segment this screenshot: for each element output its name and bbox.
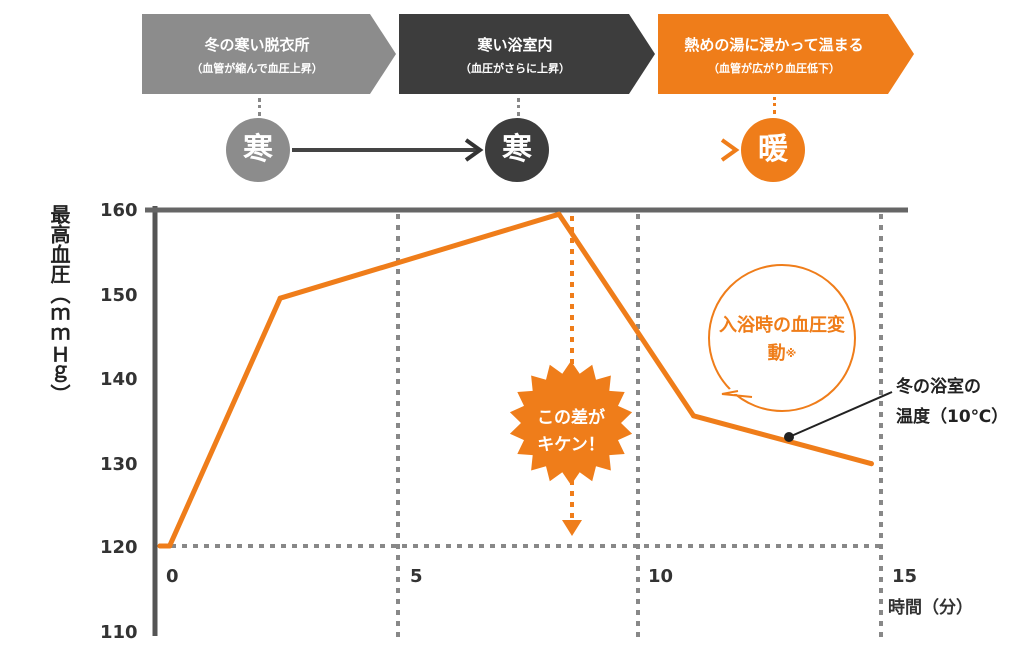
step-3-subtitle: （血管が広がり血圧低下） — [708, 62, 840, 75]
y-tick-130: 130 — [100, 454, 138, 475]
state-warm: 暖 — [741, 118, 805, 182]
point-label-line-1: 冬の浴室の — [896, 377, 981, 397]
connector-1 — [258, 98, 261, 116]
data-point-0 — [157, 543, 163, 549]
bubble-text: 入浴時の血圧変動※ — [712, 312, 852, 368]
x-axis-label: 時間（分） — [888, 598, 973, 618]
state-cold-1: 寒 — [226, 118, 290, 182]
x-tick-10: 10 — [648, 566, 674, 587]
arrow-cold-to-cold — [292, 138, 484, 162]
step-3-title: 熱めの湯に浸かって温まる — [684, 36, 864, 54]
step-1-changing-room: 冬の寒い脱衣所 （血管が縮んで血圧上昇） — [142, 14, 396, 94]
step-2-subtitle: （血圧がさらに上昇） — [460, 62, 570, 75]
y-tick-140: 140 — [100, 369, 138, 390]
arrow-cold-to-warm — [552, 138, 740, 162]
burst-text: この差が キケン！ — [512, 405, 630, 459]
point-label: 冬の浴室の 温度（10℃） — [896, 372, 1008, 432]
y-tick-160: 160 — [100, 200, 138, 221]
data-point-4 — [691, 413, 697, 419]
y-axis-label: 最高血圧（ｍｍＨｇ） — [47, 204, 71, 404]
state-arrows — [292, 138, 740, 162]
x-tick-15: 15 — [892, 566, 918, 587]
x-tick-0: 0 — [166, 566, 179, 587]
step-1-title: 冬の寒い脱衣所 — [204, 36, 310, 54]
state-cold-2: 寒 — [485, 118, 549, 182]
difference-arrow-head — [562, 520, 582, 536]
y-tick-110: 110 — [100, 622, 138, 643]
connector-3 — [773, 84, 776, 114]
y-tick-120: 120 — [100, 537, 138, 558]
y-tick-150: 150 — [100, 285, 138, 306]
data-point-2 — [277, 295, 283, 301]
step-2-bathroom: 寒い浴室内 （血圧がさらに上昇） — [399, 14, 655, 94]
leader-dot — [784, 432, 794, 442]
x-tick-5: 5 — [410, 566, 423, 587]
leader-line — [788, 391, 893, 438]
burst-line-1: この差が — [537, 408, 605, 428]
point-label-line-2: 温度（10℃） — [896, 407, 1009, 427]
step-3-arrow-shape — [658, 14, 914, 94]
data-point-1 — [167, 543, 173, 549]
step-1-subtitle: （血管が縮んで血圧上昇） — [191, 62, 323, 75]
step-2-arrow-shape — [399, 14, 655, 94]
bubble-mark: ※ — [785, 347, 797, 360]
connector-2 — [517, 98, 520, 116]
bubble-label: 入浴時の血圧変動 — [719, 315, 845, 364]
data-point-5 — [868, 461, 874, 467]
step-2-title: 寒い浴室内 — [477, 36, 553, 54]
data-point-3 — [556, 211, 562, 217]
burst-line-2: キケン！ — [537, 435, 605, 455]
danger-burst — [509, 361, 633, 485]
step-1-arrow-shape — [142, 14, 396, 94]
step-3-hot-bath: 熱めの湯に浸かって温まる （血管が広がり血圧低下） — [658, 14, 914, 94]
speech-bubble — [708, 264, 856, 412]
